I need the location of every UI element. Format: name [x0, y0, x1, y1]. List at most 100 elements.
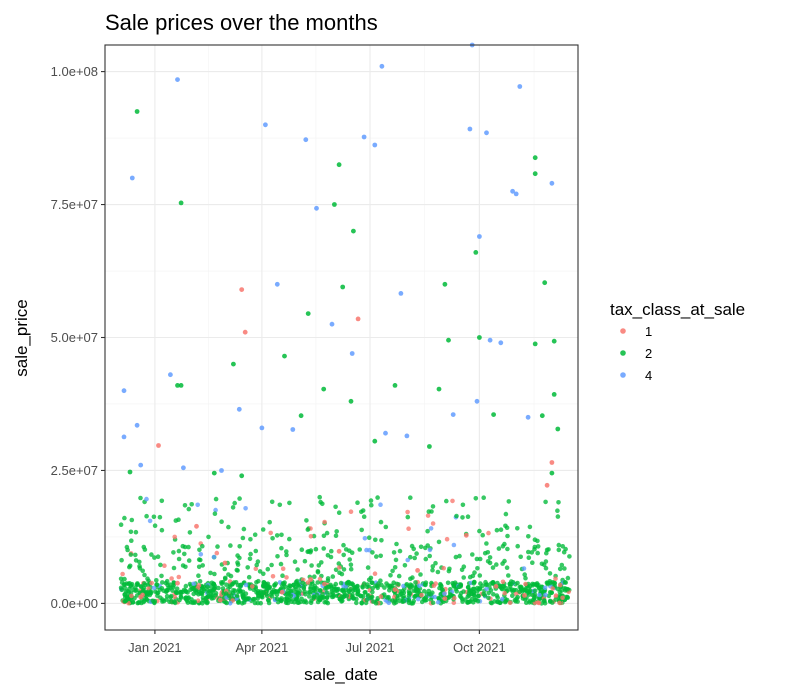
bulk-point [137, 563, 142, 569]
bulk-point [523, 581, 528, 587]
bulk-point [490, 565, 496, 570]
bulk-point [503, 511, 509, 517]
bulk-point [430, 600, 436, 605]
bulk-point [502, 590, 508, 596]
bulk-point [267, 519, 273, 525]
point-tax-class-2 [555, 426, 561, 432]
bulk-point [544, 547, 550, 553]
bulk-point [457, 553, 462, 559]
x-tick-label: Jul 2021 [345, 640, 394, 655]
bulk-point [265, 581, 271, 587]
bulk-point [378, 502, 383, 508]
point-tax-class-4 [303, 137, 309, 143]
bulk-point [355, 587, 361, 592]
bulk-point [405, 509, 410, 515]
bulk-point [178, 595, 184, 600]
bulk-point [560, 595, 565, 601]
bulk-point [143, 582, 148, 588]
bulk-point [252, 596, 257, 602]
bulk-point [483, 582, 489, 588]
point-tax-class-2 [321, 386, 327, 392]
bulk-point [349, 550, 355, 555]
bulk-point [563, 580, 568, 585]
bulk-point [524, 600, 529, 605]
point-tax-class-2 [542, 280, 548, 286]
bulk-point [369, 580, 375, 586]
bulk-point [494, 527, 500, 533]
bulk-point [500, 586, 505, 592]
bulk-point [128, 529, 134, 535]
bulk-point [122, 515, 127, 521]
bulk-point [560, 544, 565, 549]
bulk-point [157, 514, 163, 520]
bulk-point [348, 581, 354, 587]
bulk-point [158, 595, 163, 600]
bulk-point [526, 549, 531, 555]
point-tax-class-2 [348, 398, 354, 404]
bulk-point [152, 555, 157, 560]
x-axis: Jan 2021 Apr 2021 Jul 2021 Oct 2021 [128, 630, 506, 655]
bulk-point [407, 590, 412, 596]
bulk-point [296, 600, 301, 605]
point-tax-class-4 [379, 63, 385, 69]
bulk-point [118, 585, 124, 591]
bulk-point [503, 523, 508, 529]
bulk-point [191, 591, 196, 597]
bulk-point [144, 589, 150, 595]
bulk-point [411, 588, 416, 594]
bulk-point [348, 586, 353, 592]
bulk-point [355, 583, 360, 589]
bulk-point [372, 571, 378, 576]
bulk-point [328, 582, 333, 588]
bulk-point [154, 582, 160, 587]
bulk-point [487, 555, 493, 560]
bulk-point [419, 592, 424, 598]
bulk-point [426, 588, 432, 594]
bulk-point [324, 599, 329, 605]
point-tax-class-4 [404, 433, 410, 439]
bulk-point [435, 569, 441, 575]
bulk-point [320, 591, 325, 597]
bulk-point [510, 593, 515, 599]
bulk-point [555, 508, 560, 513]
bulk-point [213, 590, 219, 596]
bulk-point [428, 526, 434, 531]
bulk-point [281, 582, 287, 587]
bulk-point [466, 593, 472, 598]
point-tax-class-4 [517, 84, 523, 89]
bulk-point [370, 589, 375, 595]
bulk-point [505, 533, 510, 539]
bulk-point [477, 528, 482, 534]
bulk-point [444, 536, 450, 542]
bulk-point [199, 591, 205, 597]
bulk-point [526, 534, 531, 539]
bulk-point [314, 586, 319, 591]
bulk-point [200, 563, 205, 568]
bulk-point [119, 557, 124, 563]
bulk-point [171, 580, 177, 586]
bulk-point [430, 504, 436, 509]
bulk-point [362, 590, 368, 595]
bulk-point [336, 561, 342, 566]
bulk-point [379, 538, 384, 543]
bulk-point [236, 599, 241, 605]
bulk-point [350, 594, 355, 599]
bulk-point [133, 552, 138, 558]
bulk-point [191, 581, 196, 587]
bulk-point [246, 596, 251, 601]
point-tax-class-4 [329, 321, 335, 327]
bulk-point [535, 544, 541, 549]
bulk-point [562, 566, 567, 571]
bulk-point [307, 590, 313, 595]
bulk-point [532, 592, 538, 597]
bulk-point [176, 517, 181, 522]
bulk-point [543, 565, 549, 571]
point-tax-class-1 [279, 589, 285, 595]
point-tax-class-4 [484, 130, 489, 136]
bulk-point [500, 561, 505, 566]
bulk-point [315, 599, 321, 605]
bulk-point [241, 593, 246, 598]
bulk-point [384, 581, 389, 586]
bulk-point [188, 600, 194, 605]
y-tick-label: 7.5e+07 [51, 197, 98, 212]
